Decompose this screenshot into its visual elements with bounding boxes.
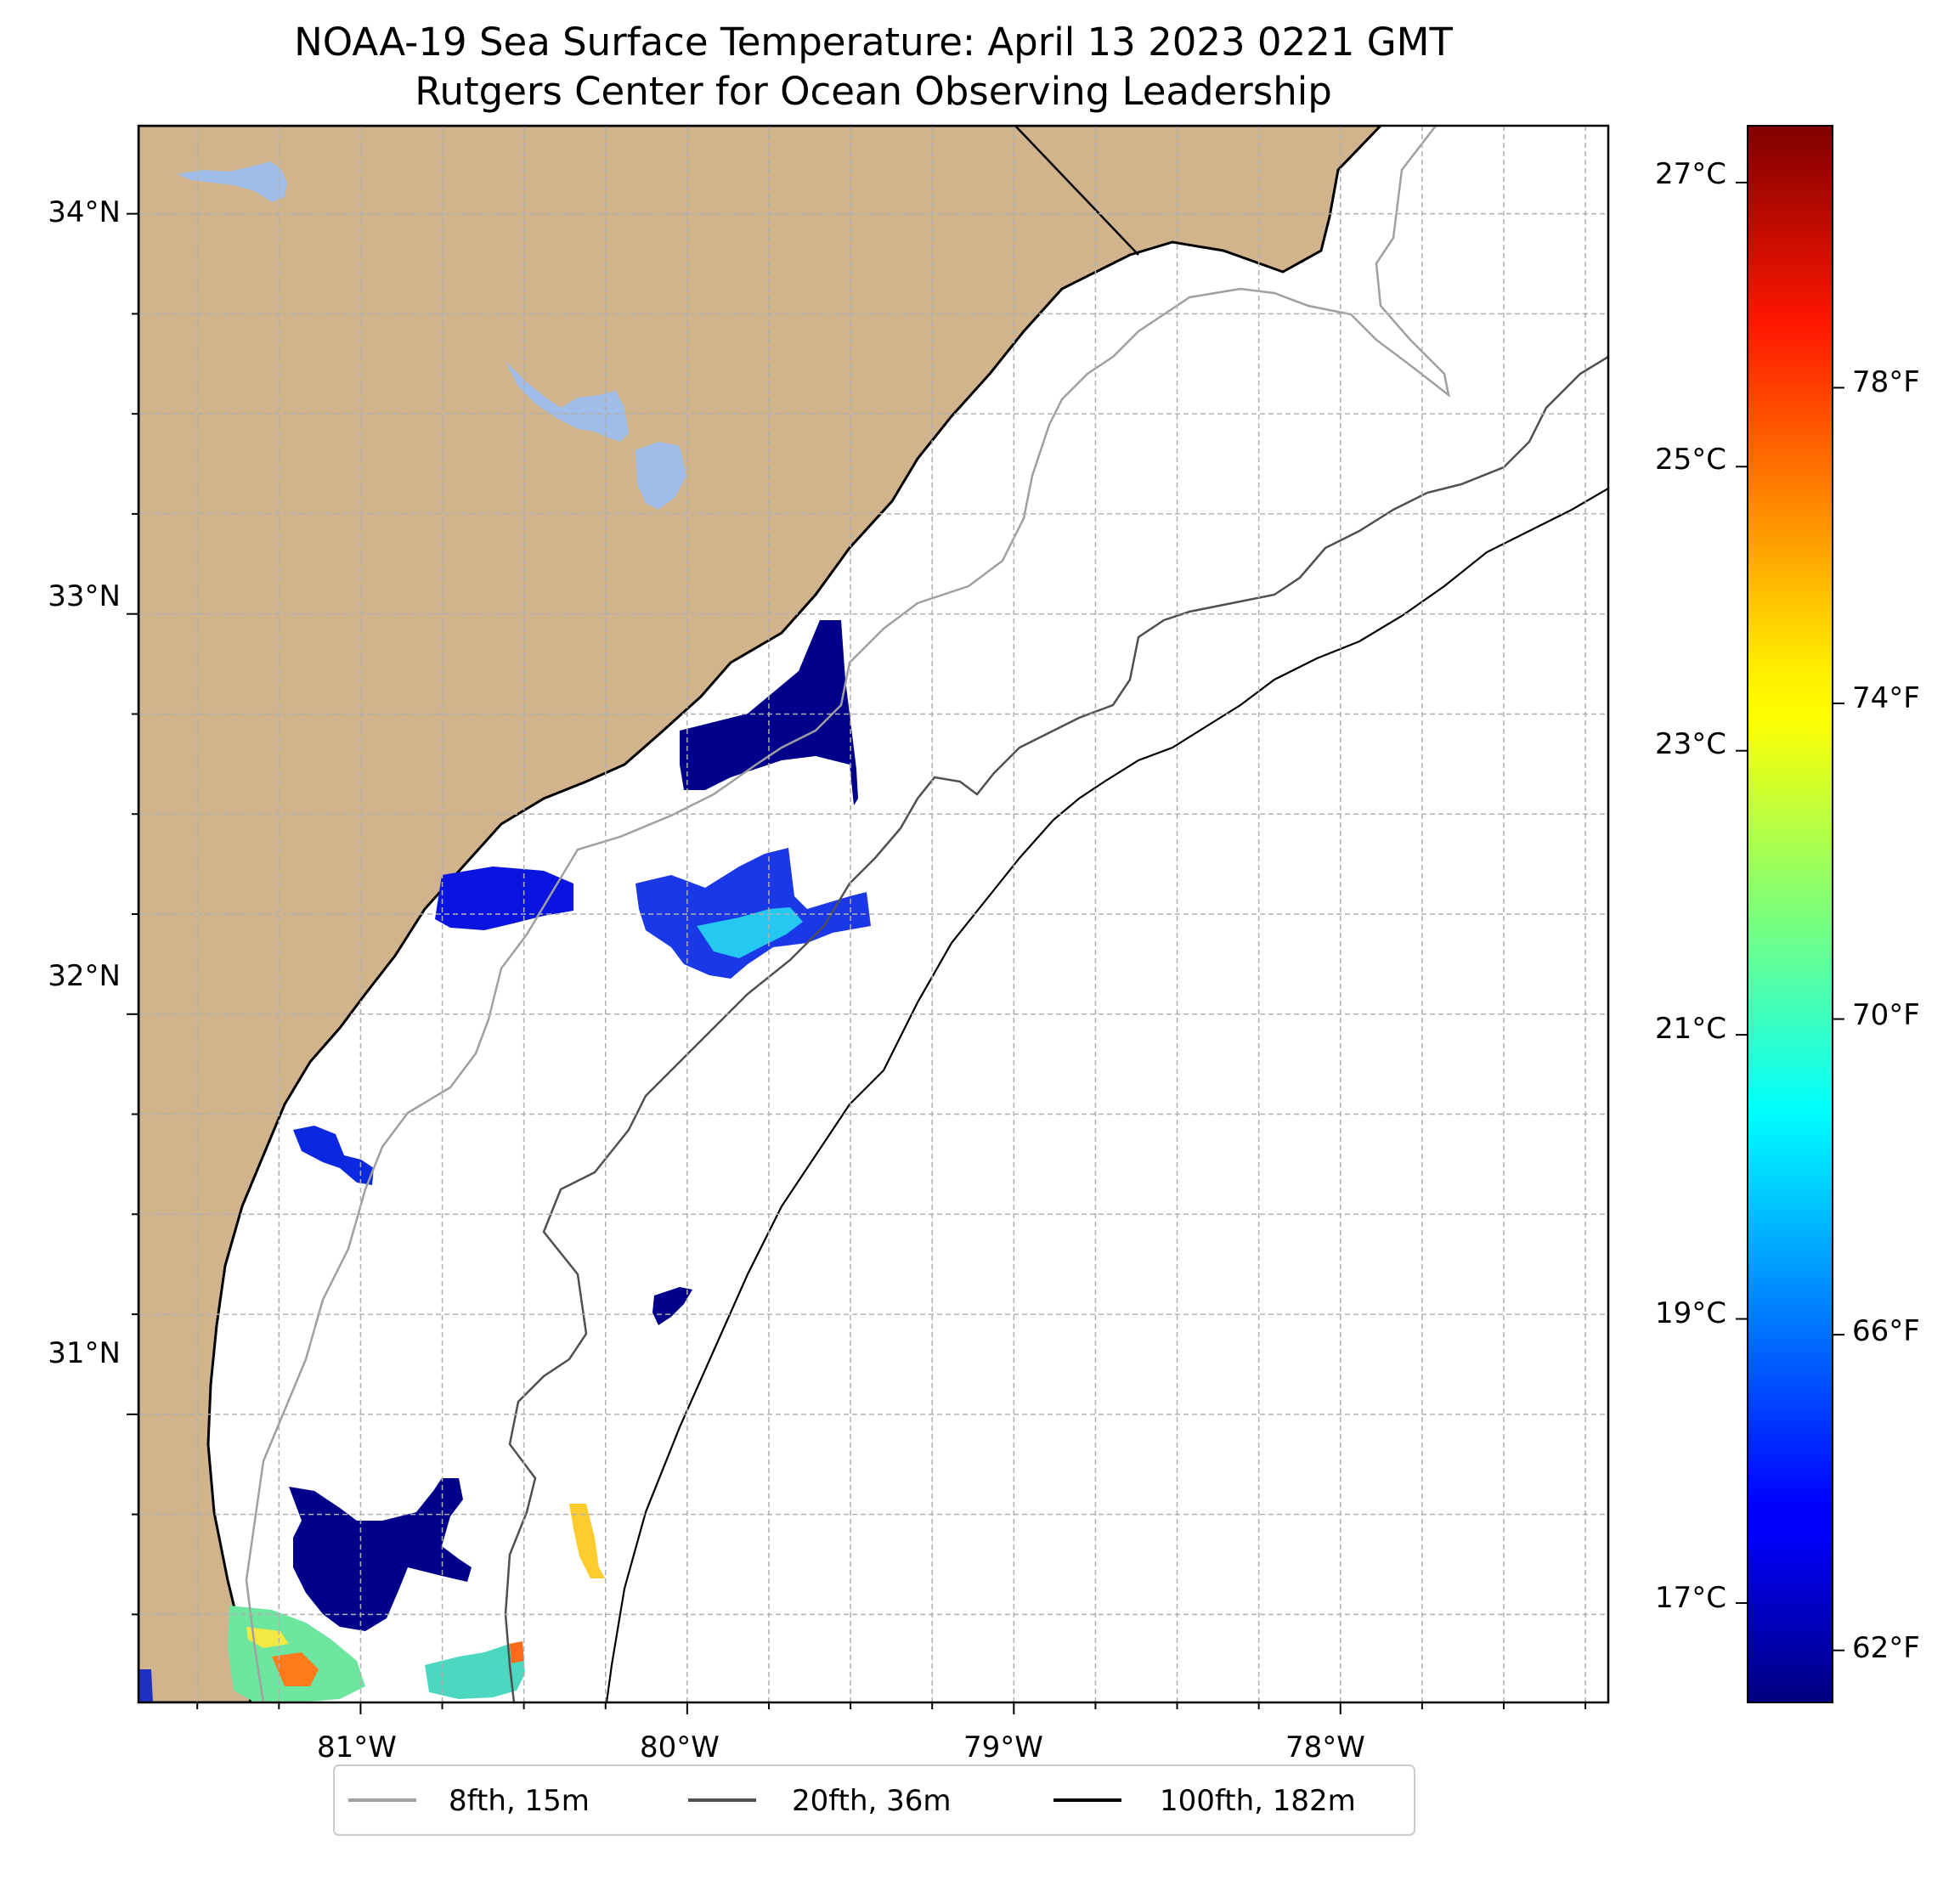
map-gridlines <box>138 126 1608 1702</box>
cb-f-label-74: 74°F <box>1852 681 1920 715</box>
legend-box <box>333 1764 1415 1836</box>
lon-label-79: 79°W <box>963 1730 1043 1764</box>
cb-f-label-66: 66°F <box>1852 1314 1920 1348</box>
lon-label-80: 80°W <box>640 1730 720 1764</box>
cb-f-label-78: 78°F <box>1852 365 1920 399</box>
cb-c-label-21: 21°C <box>1655 1012 1726 1046</box>
map-title-line2: Rutgers Center for Ocean Observing Leade… <box>415 69 1332 114</box>
cb-c-label-17: 17°C <box>1655 1581 1726 1615</box>
lake-northwest <box>177 161 287 202</box>
lake-marion <box>506 361 629 442</box>
cb-c-label-19: 19°C <box>1655 1296 1726 1330</box>
sst-patch-offshore-blue <box>635 848 871 979</box>
legend-label-20fth: 20fth, 36m <box>792 1784 952 1818</box>
sst-patch-corner <box>138 1669 153 1702</box>
sst-patch-savannah <box>293 1126 374 1185</box>
sst-patch-southeast-green <box>425 1641 525 1699</box>
state-border <box>1014 126 1139 256</box>
legend-label-100fth: 100fth, 182m <box>1160 1784 1356 1818</box>
lat-label-31: 31°N <box>48 1336 121 1370</box>
cb-c-label-27: 27°C <box>1655 157 1726 191</box>
lake-moultrie <box>635 442 686 510</box>
sst-patch-offshore-cyan <box>697 907 803 958</box>
lat-label-33: 33°N <box>48 579 121 613</box>
lon-label-78: 78°W <box>1285 1730 1365 1764</box>
isobath-100fth <box>605 488 1608 1702</box>
isobath-20fth <box>504 355 1608 1702</box>
sst-patch-south-yellow <box>246 1627 289 1648</box>
lat-label-32: 32°N <box>48 959 121 993</box>
cb-c-label-25: 25°C <box>1655 443 1726 477</box>
cb-c-label-23: 23°C <box>1655 727 1726 761</box>
map-title-line1: NOAA-19 Sea Surface Temperature: April 1… <box>294 20 1453 65</box>
cb-f-label-62: 62°F <box>1852 1631 1920 1665</box>
sst-patch-mid-shelf <box>652 1287 692 1325</box>
isobath-8fth <box>245 126 1450 1702</box>
sst-patch-nearshore-yellow <box>569 1504 605 1578</box>
cb-f-label-70: 70°F <box>1852 998 1920 1032</box>
colorbar <box>1747 125 1833 1703</box>
lon-label-81: 81°W <box>317 1730 397 1764</box>
legend-label-8fth: 8fth, 15m <box>449 1784 590 1818</box>
sst-patch-south-navy <box>289 1478 472 1631</box>
sst-patch-south-warm <box>272 1652 319 1686</box>
sst-patch-southeast-orange <box>510 1641 524 1663</box>
land-mass <box>138 126 1383 1702</box>
lat-label-34: 34°N <box>48 195 121 229</box>
